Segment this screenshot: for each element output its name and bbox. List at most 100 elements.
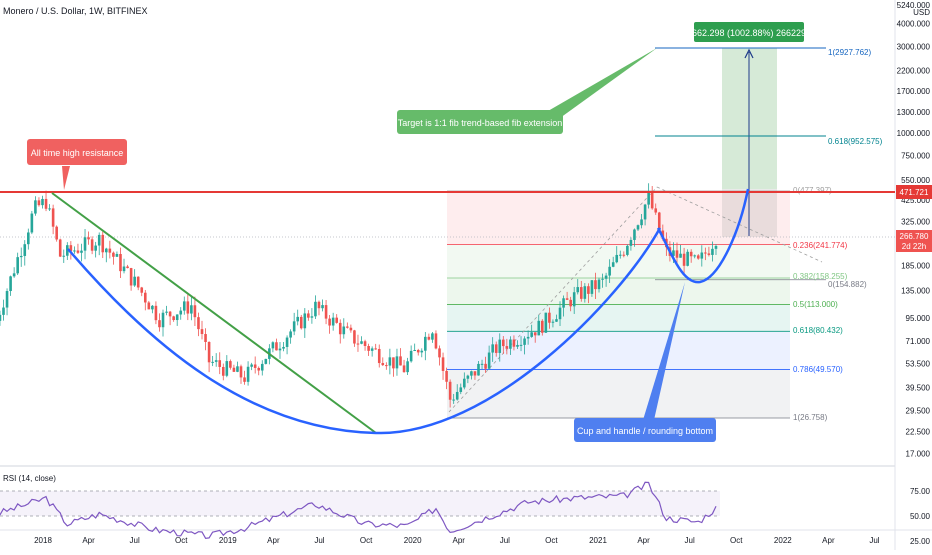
candle-body [470,371,473,376]
candle-body [175,314,179,321]
candle-body [321,305,324,309]
candle-body [41,198,44,206]
candle-body [704,252,707,254]
candle-body [271,342,275,349]
price-tick-label: 1700.000 [897,87,931,96]
candle-body [58,239,62,257]
candle-body [76,250,80,253]
candle-body [239,366,243,378]
price-tick-label: 550.000 [901,176,930,185]
candle-body [307,313,310,318]
candle-body [487,352,491,369]
candle-body [2,307,5,315]
price-axis[interactable]: 4000.000 3000.000 2200.000 1700.000 1300.000… [897,20,931,459]
candle-body [682,253,686,266]
candle-body [672,250,675,256]
candle-body [30,213,34,233]
candle-body [413,350,416,352]
fib-retracement-zones[interactable] [447,191,790,418]
candle-body [260,363,264,371]
candle-body [221,366,225,376]
candle-body [675,250,679,258]
candle-body [158,320,161,328]
candle-body [548,312,551,323]
candle-body [502,339,505,347]
candle-body [583,286,587,299]
price-tick-label: 2200.000 [897,67,931,76]
candle-body [533,332,537,336]
candle-body [275,342,278,351]
time-tick-label: Apr [267,536,280,545]
time-tick-label: Jul [685,536,695,545]
candle-body [108,248,112,253]
measure-callout-box [694,22,804,42]
rsi-tick-label: 75.00 [910,487,931,496]
ath-price-text: 471.721 [900,188,929,197]
candle-body [165,311,168,313]
axis-top-label: 5240.000 [897,1,931,10]
time-tick-label: 2018 [34,536,52,545]
cup-callout[interactable]: Cup and handle / rounding bottom [574,282,716,442]
price-tick-label: 750.000 [901,151,930,160]
candle-body [151,305,154,310]
candle-body [179,310,183,315]
candle-body [27,232,30,245]
candle-body [211,361,214,363]
candle-body [370,348,374,351]
candle-body [484,363,487,369]
candle-body [594,280,597,290]
candle-body [299,316,303,329]
candle-body [126,266,129,269]
candle-body [186,301,190,314]
price-tick-label: 1000.000 [897,129,931,138]
ath-callout[interactable]: All time high resistance [27,139,127,190]
target-callout[interactable]: Target is 1:1 fib trend-based fib extens… [397,48,657,134]
candle-body [356,343,360,345]
candle-body [331,317,335,326]
candle-body [463,378,466,388]
handle-curve[interactable] [656,188,750,284]
candle-body [519,344,523,346]
candle-body [193,305,197,318]
downtrend-line[interactable] [51,192,377,434]
time-tick-label: 2021 [589,536,607,545]
candle-body [87,237,90,240]
fib-handle-0-label: 0(154.882) [828,280,867,289]
candle-body [523,338,526,345]
price-tick-label: 135.000 [901,287,930,296]
candle-body [5,291,9,308]
rsi-line[interactable] [0,481,717,539]
rsi-title: RSI (14, close) [3,474,56,483]
candle-body [629,239,633,246]
time-tick-label: Apr [453,536,466,545]
candle-body [455,391,459,400]
price-tick-label: 425.000 [901,196,930,205]
candle-body [438,348,441,358]
cup-curve[interactable] [67,227,662,435]
candle-body [122,266,126,272]
candle-body [349,327,353,331]
candle-body [477,363,480,376]
candle-body [140,287,144,293]
cup-callout-pointer [643,282,685,420]
candle-body [696,255,700,259]
measure-callout[interactable]: 2662.298 (1002.88%) 2662298 [687,22,811,42]
fib-zone [447,331,790,370]
candle-body [190,305,193,314]
fib-extension-1-label: 1(2927.762) [828,48,871,57]
fib-extension-0618-label: 0.618(952.575) [828,137,883,146]
cup-callout-text: Cup and handle / rounding bottom [577,426,713,436]
ath-callout-text: All time high resistance [31,148,124,158]
last-price-text: 266.780 [900,232,929,241]
candle-body [353,330,356,344]
candle-body [448,381,452,400]
candle-body [431,333,434,340]
time-axis[interactable]: 2018 Apr Jul Oct 2019 Apr Jul Oct 2020 Apr Jul Oct 2… [34,536,880,545]
candle-body [296,316,300,322]
candle-body [218,360,222,367]
candle-body [310,316,314,318]
candle-body [424,336,427,351]
candle-body [161,312,165,328]
